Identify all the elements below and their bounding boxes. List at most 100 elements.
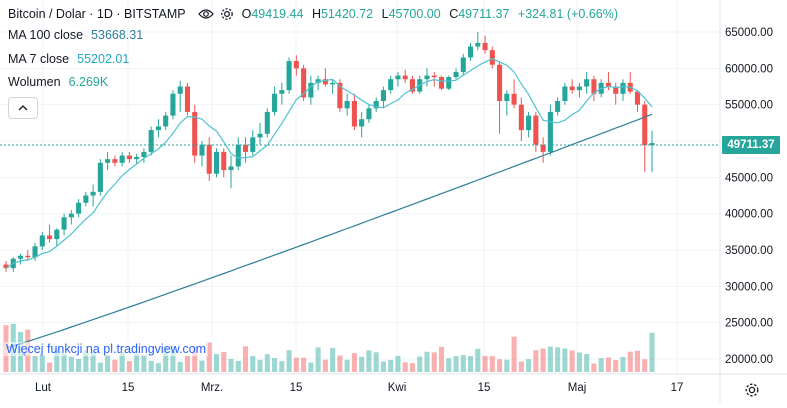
candle-body <box>518 104 524 131</box>
volume-bar <box>526 359 532 372</box>
volume-bar <box>431 352 437 372</box>
volume-bar <box>359 356 365 372</box>
candle-body <box>504 93 510 102</box>
volume-bar <box>177 361 183 372</box>
price-axis[interactable]: 65000.0060000.0055000.0050000.0045000.00… <box>725 27 773 366</box>
low-value: 45700.00 <box>388 7 441 21</box>
candle-body <box>366 108 372 120</box>
volume-bar <box>163 347 169 372</box>
high-value: 51420.72 <box>320 7 374 21</box>
ma100-label: MA 100 close <box>8 28 84 42</box>
volume-bar <box>97 362 103 372</box>
candle-body <box>83 195 89 203</box>
candle-body <box>424 75 430 80</box>
candle-body <box>613 86 619 94</box>
settings-gear-icon[interactable] <box>744 382 760 398</box>
candle-body <box>17 255 24 259</box>
time-tick-label: Maj <box>568 382 587 394</box>
ma100-line <box>5 113 653 349</box>
candle-body <box>257 133 263 138</box>
collapse-legend-button[interactable] <box>8 97 38 119</box>
volume-bar <box>250 355 256 372</box>
volume-bar <box>417 356 423 372</box>
volume-bar <box>257 359 263 372</box>
candle-body <box>170 93 176 116</box>
volume-bar <box>308 362 314 372</box>
time-tick-label: 17 <box>671 382 684 394</box>
price-tick-label: 35000.00 <box>725 245 773 257</box>
candle-body <box>431 75 437 78</box>
chart-legend: Bitcoin / Dolar · 1D · BITSTAMP O49419.4… <box>8 3 623 25</box>
volume-bar <box>642 359 648 372</box>
volume-bar <box>540 348 546 372</box>
candle-body <box>315 79 321 83</box>
promo-link[interactable]: Więcej funkcji na pl.tradingview.com <box>4 342 209 356</box>
volume-bar <box>61 353 67 372</box>
eye-icon[interactable] <box>197 8 214 20</box>
candle-body <box>402 75 408 80</box>
candle-body <box>642 104 648 146</box>
volume-bar <box>351 353 357 372</box>
candle-body <box>308 82 314 98</box>
candle-body <box>511 93 517 105</box>
candle-body <box>90 191 96 196</box>
price-tick-label: 40000.00 <box>725 209 773 221</box>
change-value: +324.81 (+0.66%) <box>517 7 618 21</box>
candle-body <box>497 64 503 102</box>
volume-bar <box>221 351 227 372</box>
volume-bar <box>141 355 147 372</box>
time-tick-label: Mrz. <box>201 382 223 394</box>
time-axis[interactable]: Lut 15 Mrz. 15 Kwi 15 Maj 17 <box>35 382 683 394</box>
indicator-ma7[interactable]: MA 7 close 55202.01 <box>8 52 129 66</box>
candle-body <box>380 90 386 102</box>
indicator-ma100[interactable]: MA 100 close 53668.31 <box>8 28 143 42</box>
symbol-title[interactable]: Bitcoin / Dolar · 1D · BITSTAMP <box>8 7 186 21</box>
time-tick-label: Kwi <box>388 382 407 394</box>
indicator-volume[interactable]: Wolumen 6.269K <box>8 75 108 89</box>
candle-body <box>584 79 590 87</box>
volume-bar <box>605 357 611 372</box>
candle-body <box>119 155 125 163</box>
candle-body <box>569 86 575 91</box>
candle-body <box>177 86 183 94</box>
candle-body <box>576 86 582 91</box>
candle-body <box>649 143 655 146</box>
last-price-tag: 49711.37 <box>722 136 780 154</box>
candle-body <box>148 130 154 152</box>
volume-bar <box>112 359 118 372</box>
volume-bar <box>627 351 633 372</box>
volume-bar <box>119 351 125 372</box>
volume-bar <box>613 360 619 372</box>
chevron-up-icon <box>18 105 28 111</box>
candle-body <box>489 50 495 65</box>
volume-bar <box>562 348 568 372</box>
candle-body <box>620 82 626 94</box>
ma100-value: 53668.31 <box>91 28 144 42</box>
gear-icon[interactable] <box>220 7 234 21</box>
candle-body <box>634 91 641 105</box>
volume-bar <box>395 355 401 372</box>
candle-body <box>359 119 365 127</box>
volume-bar <box>206 342 212 372</box>
volume-bar <box>446 358 452 372</box>
volume-bar <box>555 347 561 372</box>
candle-body <box>25 255 31 258</box>
volume-bar <box>366 350 372 372</box>
candle-body <box>134 156 140 160</box>
candle-body <box>286 61 292 91</box>
volume-bar <box>279 361 285 372</box>
candle-body <box>460 57 466 72</box>
candle-body <box>526 115 532 131</box>
candle-body <box>228 166 234 171</box>
volume-bar <box>634 350 641 372</box>
candle-body <box>213 151 220 174</box>
candle-body <box>555 101 561 112</box>
volume-bar <box>192 346 198 372</box>
candle-body <box>192 111 198 156</box>
candle-body <box>301 68 307 98</box>
volume-label: Wolumen <box>8 75 61 89</box>
volume-bar <box>569 350 575 372</box>
candle-body <box>264 111 270 134</box>
